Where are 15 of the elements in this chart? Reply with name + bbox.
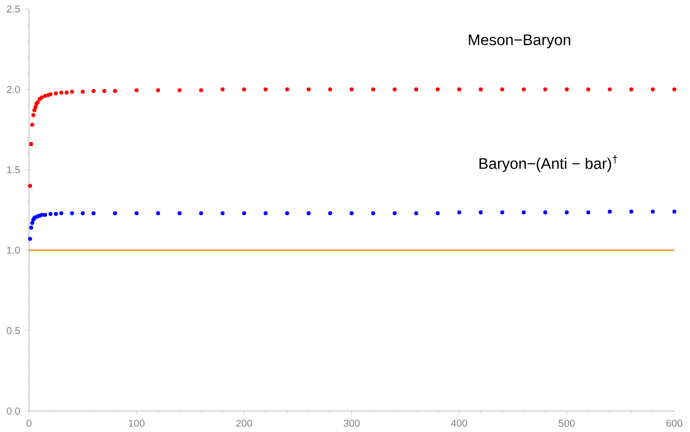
- text: Baryon−(Anti − bar)$^{†}$: [480, 155, 618, 172]
- x-tick-label: 500: [558, 420, 575, 427]
- x-tick-label: 600: [666, 420, 682, 427]
- x-tick-label: 400: [451, 420, 468, 427]
- y-tick-label: 0.5: [6, 327, 20, 334]
- x-tick-label: 200: [236, 420, 252, 427]
- y-tick-label: 0.0: [6, 407, 20, 415]
- text: Meson−Baryon: [468, 34, 570, 48]
- y-tick-label: 2.5: [6, 5, 20, 13]
- x-tick-label: 300: [344, 420, 360, 427]
- y-tick-label: 2.0: [6, 86, 20, 93]
- y-tick-label: 1.5: [7, 166, 20, 174]
- y-tick-label: 1.0: [7, 246, 20, 254]
- x-tick-label: 0: [26, 420, 32, 427]
- x-tick-label: 100: [128, 420, 145, 427]
